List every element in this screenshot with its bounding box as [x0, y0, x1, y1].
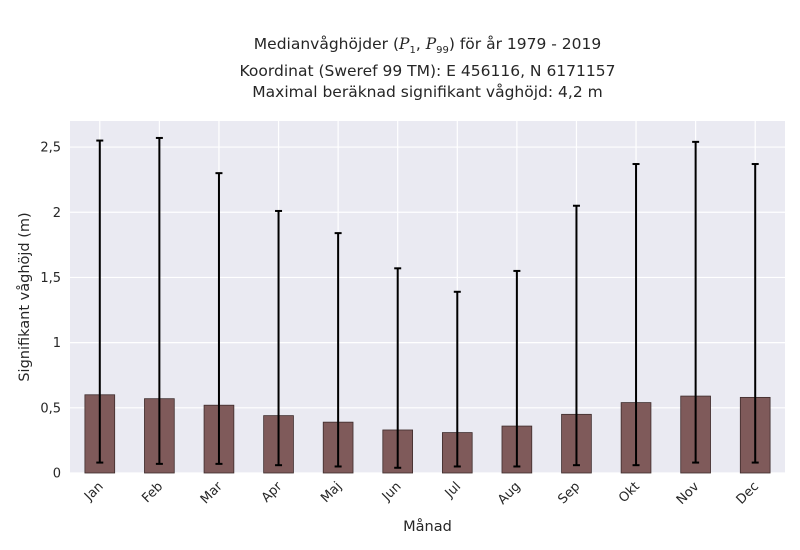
x-tick-label: Mar — [198, 479, 226, 507]
y-tick-label: 1 — [53, 336, 61, 351]
chart-title: Medianvåghöjder (P1, P99) för år 1979 - … — [70, 34, 785, 103]
y-tick-label: 0,5 — [40, 401, 61, 416]
title-line-1-suffix: ) för år 1979 - 2019 — [448, 35, 602, 53]
x-tick-label: Nov — [674, 479, 703, 508]
title-line-1: Medianvåghöjder (P1, P99) för år 1979 - … — [70, 34, 785, 61]
p-low-subscript: 1 — [409, 45, 416, 57]
plot-area — [70, 121, 785, 473]
x-axis-label: Månad — [403, 518, 452, 535]
p-high-symbol: P — [425, 35, 437, 53]
x-tick-labels: Jan Feb Mar Apr Maj Jun Jul Aug Sep Okt Nov Dec — [81, 479, 762, 508]
title-line-3: Maximal beräknad signifikant våghöjd: 4,… — [252, 83, 603, 102]
y-axis-label: Signifikant våghöjd (m) — [16, 212, 33, 381]
y-tick-label: 2,5 — [40, 141, 61, 156]
p-high-subscript: 99 — [436, 45, 449, 57]
error-bars — [96, 136, 759, 469]
y-tick-labels: 0 0,5 1 1,5 2 2,5 — [40, 141, 61, 482]
x-tick-label: Jan — [81, 479, 106, 504]
x-tick-label: Aug — [495, 479, 524, 508]
x-tick-label: Maj — [318, 479, 345, 506]
title-line-2: Koordinat (Sweref 99 TM): E 456116, N 61… — [239, 62, 616, 81]
x-tick-label: Jul — [442, 479, 464, 501]
p-separator: , — [415, 35, 426, 53]
y-tick-label: 1,5 — [40, 271, 61, 286]
x-tick-label: Okt — [616, 479, 643, 506]
x-tick-label: Dec — [734, 479, 762, 507]
x-tick-label: Feb — [139, 479, 166, 506]
x-tick-label: Sep — [555, 479, 583, 507]
y-tick-label: 0 — [53, 467, 61, 482]
p-low-symbol: P — [399, 35, 410, 53]
y-tick-label: 2 — [53, 206, 61, 221]
x-tick-label: Jun — [379, 479, 405, 505]
title-line-1-prefix: Medianvåghöjder ( — [253, 35, 400, 53]
x-tick-label: Apr — [259, 479, 286, 506]
